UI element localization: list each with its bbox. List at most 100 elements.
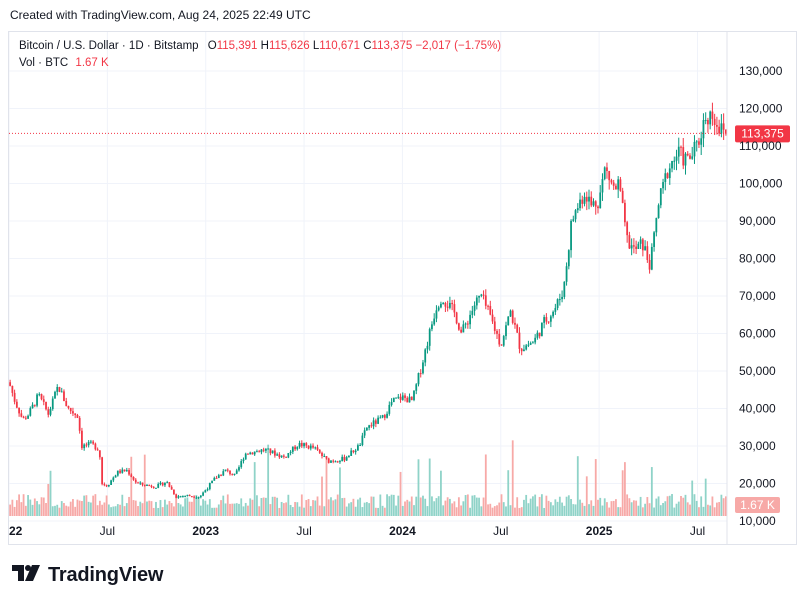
volume-label: Vol · BTC — [19, 57, 69, 69]
candle-body — [307, 445, 310, 449]
volume-bar — [233, 503, 236, 516]
candle-body — [170, 486, 173, 490]
volume-bar — [226, 494, 229, 516]
candle-body — [181, 496, 184, 498]
volume-bar — [500, 494, 503, 516]
candle-body — [9, 382, 12, 386]
volume-bar — [475, 497, 478, 516]
volume-bar — [585, 476, 588, 516]
candle-body — [121, 469, 124, 473]
candle-body — [711, 111, 714, 119]
volume-bar — [518, 507, 521, 516]
price-chart[interactable]: 113,375 1.67 K 130,000 120,000 110,000 100,0… — [9, 32, 797, 545]
candle-body — [491, 314, 494, 322]
volume-bar — [105, 495, 108, 516]
candle-body — [202, 492, 204, 496]
brand-name: TradingView — [48, 563, 164, 586]
chart-legend: Bitcoin / U.S. Dollar · 1D · Bitstamp O1… — [19, 38, 501, 72]
candle-body — [707, 120, 709, 125]
volume-bar — [624, 462, 626, 516]
brand[interactable]: TradingView — [12, 563, 163, 587]
volume-bar — [471, 495, 474, 516]
volume-bar — [72, 499, 74, 516]
volume-bar — [76, 499, 79, 516]
candle-body — [370, 425, 373, 427]
volume-bar — [646, 497, 649, 516]
candle-body — [433, 318, 436, 325]
candle-body — [399, 396, 402, 400]
volume-bar — [18, 494, 20, 516]
volume-bar — [473, 495, 476, 516]
volume-bar — [289, 504, 292, 516]
candle-body — [446, 306, 449, 308]
volume-bar — [368, 503, 371, 516]
volume-bar — [204, 500, 207, 516]
candle-body — [204, 490, 207, 493]
candle-body — [379, 417, 382, 419]
volume-bar — [231, 503, 234, 516]
volume-bar — [576, 456, 579, 516]
volume-bar — [305, 500, 308, 516]
volume-bar — [648, 503, 651, 516]
candle-body — [549, 316, 552, 322]
volume-bar — [431, 496, 433, 516]
candle-body — [444, 303, 447, 307]
volume-bar — [397, 495, 400, 516]
candle-body — [105, 485, 108, 487]
candle-body — [653, 232, 655, 247]
symbol-title[interactable]: Bitcoin / U.S. Dollar · 1D · Bitstamp — [19, 40, 199, 52]
volume-bar — [379, 494, 382, 516]
volume-bar — [671, 494, 673, 516]
candle-body — [87, 441, 90, 446]
volume-bar — [179, 504, 182, 516]
volume-bar — [626, 494, 629, 516]
candle-body — [671, 161, 673, 169]
volume-bar — [583, 505, 586, 516]
candle-body — [713, 118, 716, 125]
candle-body — [516, 324, 519, 333]
volume-bar — [325, 457, 328, 516]
candle-body — [563, 281, 566, 297]
candle-body — [314, 447, 317, 449]
candle-body — [42, 399, 45, 402]
volume-bar — [195, 494, 198, 516]
candle-body — [431, 324, 433, 330]
volume-bar — [271, 496, 274, 516]
last-volume-label: 1.67 K — [740, 498, 775, 512]
chart-panel[interactable]: 113,375 1.67 K 130,000 120,000 110,000 100,0… — [8, 31, 797, 545]
candle-body — [722, 123, 725, 130]
candle-body — [619, 179, 622, 191]
volume-bar — [339, 467, 341, 516]
candle-body — [345, 457, 348, 461]
candle-body — [424, 349, 427, 363]
volume-bar — [666, 496, 669, 516]
volume-bar — [635, 500, 638, 516]
y-tick-label: 20,000 — [739, 477, 776, 491]
volume-bar — [33, 498, 36, 516]
volume-bar — [217, 504, 220, 516]
close-value: 113,375 — [371, 40, 413, 52]
volume-bar — [493, 506, 496, 516]
volume-bar — [365, 502, 368, 516]
candle-body — [520, 348, 523, 352]
volume-bar — [359, 497, 362, 516]
volume-bar — [321, 476, 323, 516]
volume-bar — [130, 456, 133, 516]
candle-body — [534, 337, 537, 343]
volume-bar — [597, 499, 599, 516]
x-tick-label: Jul — [493, 524, 508, 538]
volume-bar — [469, 507, 471, 516]
volume-bar — [159, 500, 162, 516]
candle-body — [377, 417, 379, 424]
volume-bar — [386, 494, 388, 516]
candle-body — [36, 394, 38, 406]
volume-bar — [157, 507, 160, 516]
volume-bar — [653, 507, 655, 516]
candle-body — [148, 484, 151, 486]
candle-body — [716, 124, 718, 127]
volume-bar — [361, 507, 364, 516]
candle-body — [72, 411, 74, 414]
volume-bar — [453, 501, 456, 516]
volume-bar — [437, 496, 440, 516]
candle-body — [119, 470, 121, 473]
